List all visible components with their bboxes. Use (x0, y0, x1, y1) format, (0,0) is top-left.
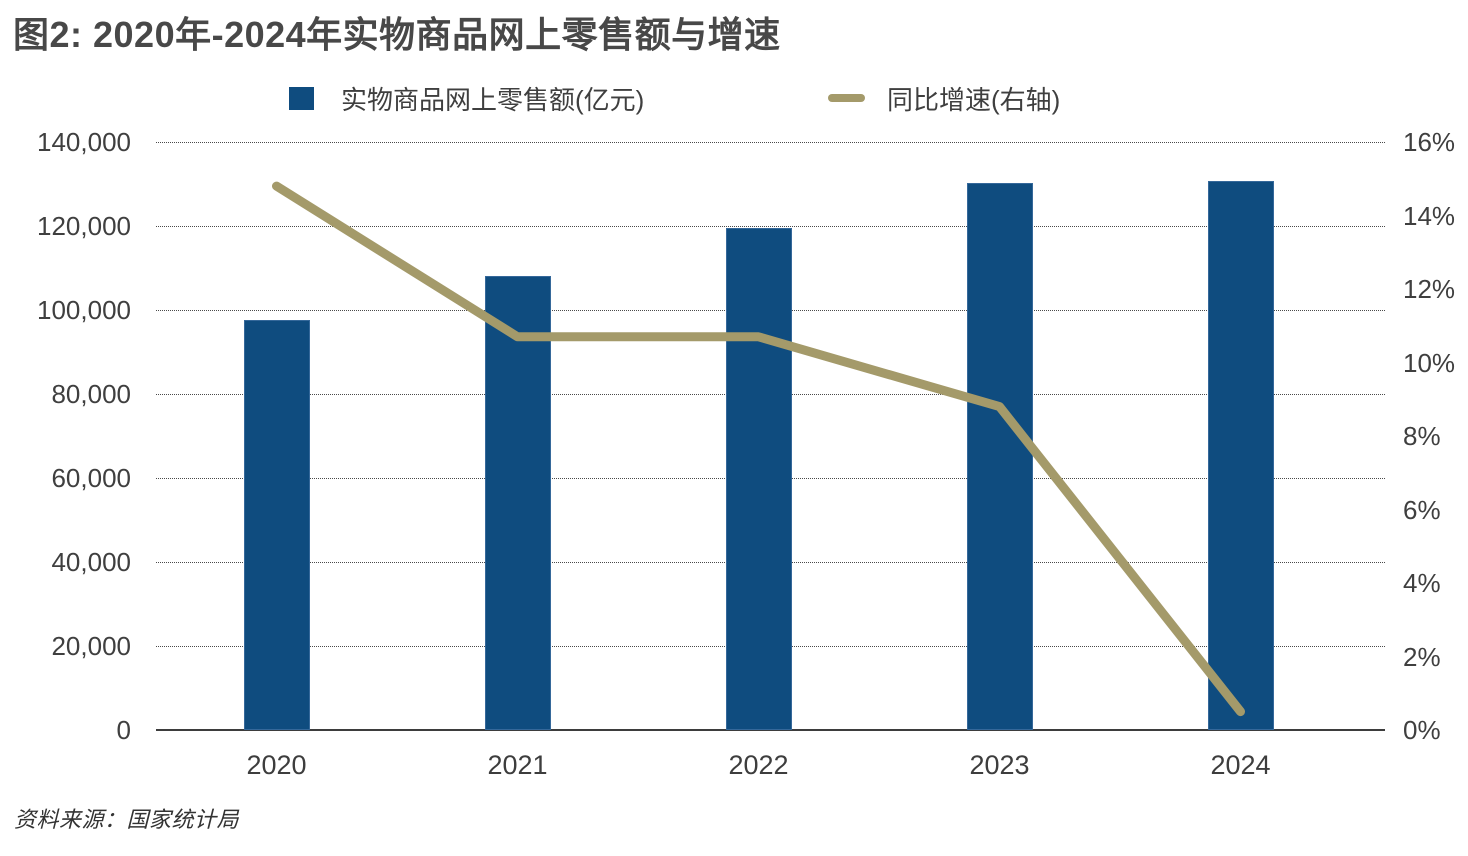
x-axis-tick-2022: 2022 (728, 750, 789, 780)
y-axis-left-tick: 80,000 (51, 379, 131, 409)
legend-item-line: 同比增速(右轴) (828, 82, 1061, 115)
y-axis-right-tick: 12% (1403, 274, 1456, 304)
bar-2020 (243, 320, 310, 730)
x-axis-tick-2024: 2024 (1210, 750, 1271, 780)
bar-2023 (966, 183, 1033, 730)
growth-line (272, 181, 1245, 717)
y-axis-right-tick: 8% (1403, 421, 1441, 451)
bar-2021 (484, 276, 551, 730)
y-axis-right-tick: 10% (1403, 347, 1456, 378)
x-axis-baseline (156, 729, 1385, 731)
legend-bar-label: 实物商品网上零售额(亿元) (341, 84, 645, 115)
chart-title: 图2: 2020年-2024年实物商品网上零售额与增速 (13, 14, 781, 55)
y-axis-right-tick: 16% (1403, 127, 1456, 157)
bar-legend-swatch-icon (289, 86, 314, 110)
x-axis-tick-2020: 2020 (246, 750, 307, 780)
y-axis-right-tick: 0% (1403, 715, 1441, 745)
gridline (156, 142, 1385, 143)
y-axis-right-tick: 6% (1403, 494, 1441, 525)
legend-line-label: 同比增速(右轴) (887, 84, 1061, 115)
x-axis-tick-2023: 2023 (969, 750, 1030, 780)
bar-2022 (725, 227, 792, 730)
y-axis-left-tick: 100,000 (37, 295, 131, 325)
y-axis-left-tick: 0 (116, 715, 131, 745)
plot-area (156, 142, 1385, 731)
line-legend-swatch-icon (828, 94, 865, 102)
y-axis-left-tick: 60,000 (51, 463, 131, 493)
y-axis-right-tick: 2% (1403, 641, 1441, 672)
x-axis-tick-2021: 2021 (487, 750, 548, 780)
y-axis-left: 140,000 120,000 100,000 80,000 60,000 40,000 2… (0, 0, 131, 856)
source-note: 资料来源：国家统计局 (14, 807, 240, 832)
y-axis-right-tick: 4% (1403, 568, 1441, 598)
y-axis-left-tick: 40,000 (51, 547, 131, 577)
bar-2024 (1207, 180, 1274, 730)
x-axis: 2020 2021 2022 2023 2024 (156, 750, 1385, 790)
growth-line-chart (272, 181, 1245, 717)
y-axis-left-tick: 120,000 (37, 211, 131, 241)
y-axis-left-tick: 20,000 (51, 631, 131, 661)
y-axis-right: 16% 14% 12% 10% 8% 6% 4% 2% 0% (1403, 0, 1465, 856)
y-axis-left-tick: 140,000 (37, 127, 131, 157)
gridline (156, 226, 1385, 227)
y-axis-right-tick: 14% (1403, 200, 1456, 231)
legend-item-bar: 实物商品网上零售额(亿元) (289, 82, 645, 115)
